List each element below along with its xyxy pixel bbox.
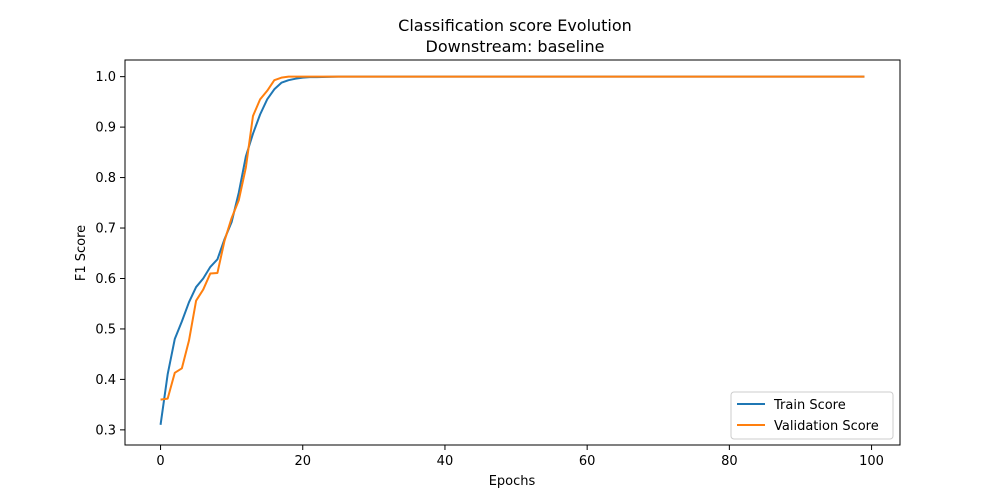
y-tick-label: 0.9: [95, 121, 116, 136]
y-tick-label: 0.3: [95, 423, 116, 438]
x-tick-label: 60: [579, 454, 596, 469]
legend-label-train: Train Score: [773, 398, 846, 413]
x-axis-ticks: 0 20 40 60 80 100: [156, 445, 884, 469]
y-tick-label: 0.7: [95, 222, 116, 237]
x-axis-label: Epochs: [489, 474, 536, 489]
plot-lines: [159, 75, 865, 425]
x-tick-label: 100: [859, 454, 884, 469]
y-tick-label: 1.0: [95, 70, 116, 85]
legend: Train Score Validation Score: [730, 391, 894, 440]
series-line-train: [159, 75, 865, 425]
y-tick-label: 0.5: [95, 322, 116, 337]
legend-box: [730, 391, 894, 440]
x-tick-label: 40: [437, 454, 454, 469]
y-tick-label: 0.4: [95, 373, 116, 388]
y-axis-ticks: 0.3 0.4 0.5 0.6 0.7 0.8 0.9 1.0: [95, 70, 125, 438]
y-axis-label: F1 Score: [74, 225, 89, 281]
plot-frame: [124, 59, 901, 446]
x-tick-label: 20: [294, 454, 311, 469]
x-tick-label: 0: [156, 454, 164, 469]
chart-title: Classification score Evolution: [398, 16, 632, 35]
legend-label-validation: Validation Score: [774, 419, 879, 434]
y-tick-label: 0.6: [95, 272, 116, 287]
chart-subtitle: Downstream: baseline: [426, 37, 605, 56]
series-line-validation: [160, 75, 865, 401]
x-tick-label: 80: [721, 454, 738, 469]
y-tick-label: 0.8: [95, 171, 116, 186]
